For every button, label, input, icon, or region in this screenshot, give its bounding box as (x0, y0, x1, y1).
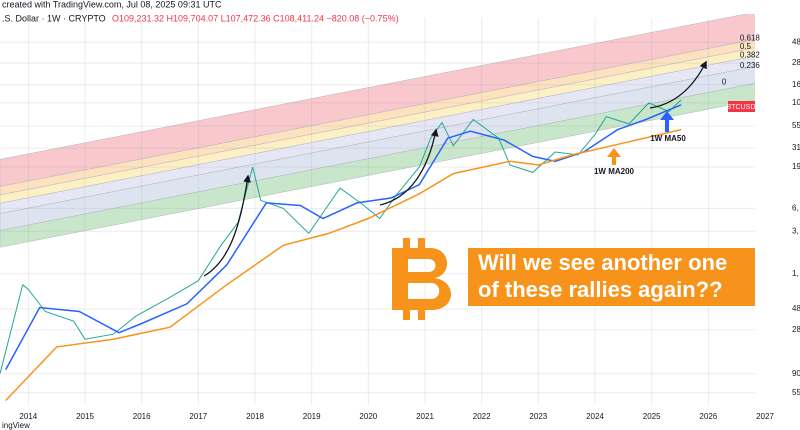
y-tick-label: 1, (792, 269, 799, 278)
footer: ingView (2, 421, 30, 430)
x-tick-label: 2026 (699, 412, 717, 421)
x-tick-label: 2018 (246, 412, 264, 421)
y-tick-label: 28 (792, 58, 800, 67)
y-tick-label: 31 (792, 143, 800, 152)
x-tick-label: 2016 (133, 412, 151, 421)
y-tick-label: 28 (792, 325, 800, 334)
y-tick-label: 55 (792, 121, 800, 130)
y-tick-label: 55 (792, 388, 800, 397)
y-tick-label: 48 (792, 37, 800, 46)
axes: 2014 2015 2016 2017 2018 2019 2020 2021 2022 2023… (19, 37, 800, 421)
fib-level-label: 0.382 (740, 50, 761, 59)
y-tick-label: 16 (792, 80, 800, 89)
ticker-badge (728, 101, 755, 112)
callout-box (468, 248, 755, 306)
fib-band (0, 47, 755, 204)
series-line (5, 104, 682, 370)
series-line (0, 99, 682, 374)
fib-band (0, 55, 755, 214)
ma50-arrow (660, 111, 674, 132)
ma200-arrow (607, 148, 621, 165)
x-tick-label: 2025 (643, 412, 661, 421)
x-tick-label: 2024 (586, 412, 604, 421)
x-tick-label: 2020 (359, 412, 377, 421)
fib-band (0, 39, 755, 196)
x-tick-label: 2021 (416, 412, 434, 421)
x-tick-label: 2027 (756, 412, 774, 421)
x-tick-label: 2023 (529, 412, 547, 421)
callout-line: of these rallies again?? (478, 277, 723, 302)
arrow (379, 128, 439, 206)
arrow (203, 174, 251, 277)
arrow (649, 60, 707, 109)
fib-band (0, 66, 755, 231)
x-tick-label: 2019 (303, 412, 321, 421)
fib-band (0, 14, 755, 187)
ma50-label: 1W MA50 (650, 134, 686, 143)
ohlc: O109,231.32 H109,704.07 L107,472.36 C108… (112, 13, 399, 23)
x-tick-label: 2017 (189, 412, 207, 421)
x-tick-label: 2015 (76, 412, 94, 421)
price-axis (755, 14, 800, 405)
y-tick-label: 19 (792, 162, 800, 171)
callout-line: Will we see another one (478, 250, 727, 275)
fib-level-label: 0.618 (740, 34, 761, 43)
y-tick-label: 10 (792, 98, 800, 107)
y-tick-label: 3, (792, 226, 799, 235)
x-tick-label: 2014 (19, 412, 37, 421)
arrows (203, 60, 707, 277)
y-tick-label: 48 (792, 304, 800, 313)
y-tick-label: 90 (792, 369, 800, 378)
fib-level-label: 0 (722, 78, 727, 87)
series-line (5, 128, 682, 402)
y-tick-label: 6, (792, 204, 799, 213)
x-tick-label: 2022 (473, 412, 491, 421)
ma200-label: 1W MA200 (594, 167, 635, 176)
ticker-label: BTCUSD (727, 104, 756, 111)
fib-band (0, 83, 755, 248)
bitcoin-logo (392, 238, 452, 320)
symbol: .S. Dollar · 1W · CRYPTO (2, 13, 106, 23)
fib-level-label: 0.5 (740, 42, 752, 51)
credit: created with TradingView.com, Jul 08, 20… (2, 0, 222, 9)
plot-area (0, 14, 755, 405)
fib-level-label: 0.236 (740, 61, 761, 70)
